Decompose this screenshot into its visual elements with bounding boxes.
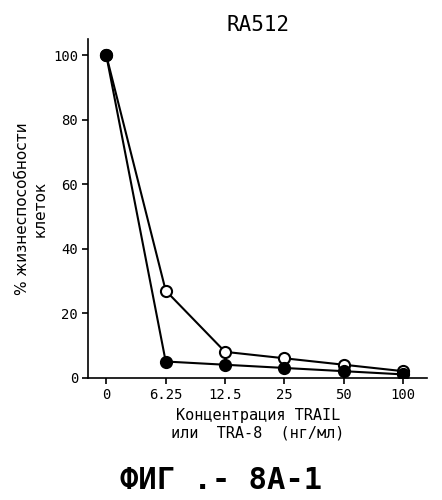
Y-axis label: % жизнеспособности
клеток: % жизнеспособности клеток (15, 122, 47, 295)
X-axis label: Концентрация TRAIL
или  TRA-8  (нг/мл): Концентрация TRAIL или TRA-8 (нг/мл) (171, 408, 344, 440)
Title: RA512: RA512 (226, 15, 290, 35)
Text: ФИГ .- 8A-1: ФИГ .- 8A-1 (120, 466, 322, 495)
